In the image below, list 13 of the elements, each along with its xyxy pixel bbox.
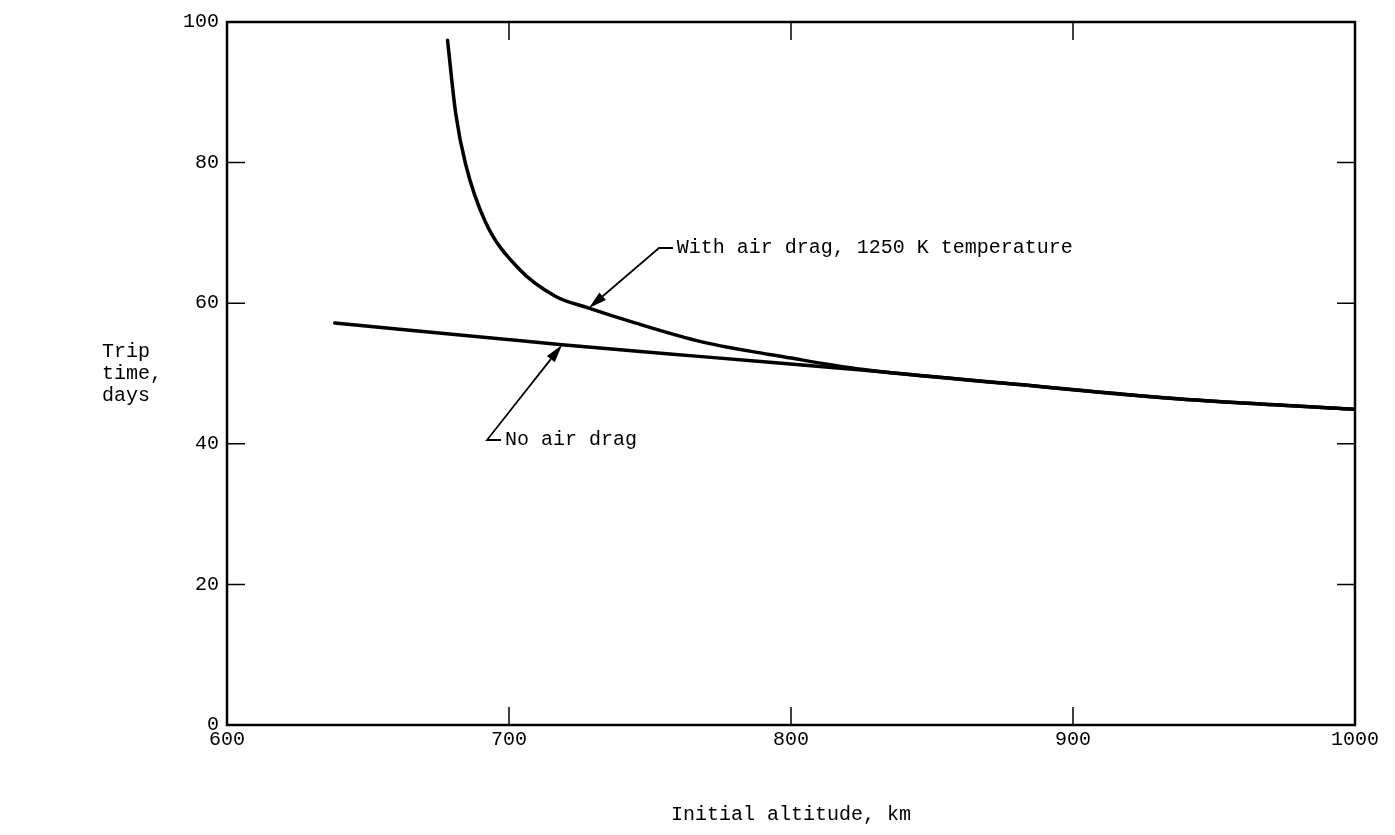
annotation: With air drag, 1250 K temperature: [676, 236, 1073, 260]
y-tick-label: 100: [182, 10, 220, 34]
x-axis-title: Initial altitude, km: [670, 803, 912, 826]
y-tick-label: 80: [194, 150, 220, 174]
x-tick-label: 900: [1054, 728, 1092, 752]
annotation: No air drag: [505, 427, 638, 451]
x-tick-label: 1000: [1330, 728, 1380, 752]
x-tick-label: 700: [491, 728, 528, 752]
y-tick-label: 20: [194, 572, 220, 596]
y-tick-label: 60: [194, 291, 220, 315]
y-tick-label: 40: [194, 432, 220, 456]
y-axis-title: Trip time, days: [102, 339, 163, 407]
x-tick-label: 800: [773, 728, 810, 752]
